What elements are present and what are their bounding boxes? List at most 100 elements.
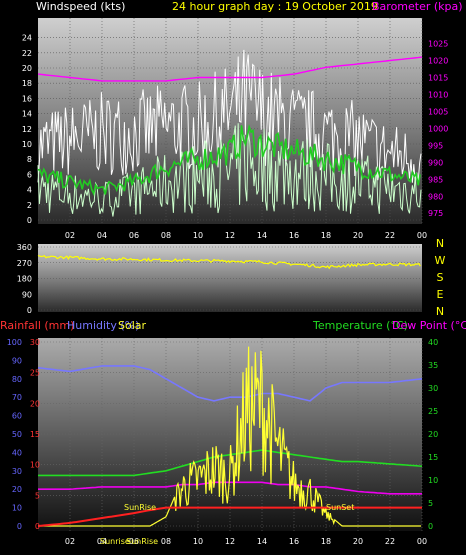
wind-lull-line — [37, 123, 422, 217]
wind-average-series — [37, 123, 421, 197]
wind-x-tick-0: 02 — [65, 231, 75, 240]
climate-x-tick-8: 18 — [321, 537, 331, 546]
humidity-y-tick-1: 10 — [12, 504, 22, 513]
wind-x-tick-2: 06 — [129, 231, 139, 240]
temperature-y-tick-5: 25 — [428, 407, 438, 416]
wind-y-tick-5: 10 — [22, 140, 32, 149]
rain-y-tick-0: 0 — [35, 522, 40, 531]
barometer-y-tick-6: 1005 — [428, 107, 448, 116]
humidity-y-tick-9: 90 — [12, 356, 22, 365]
humidity-y-tick-10: 100 — [7, 338, 22, 347]
barometer-y-tick-8: 1015 — [428, 74, 448, 83]
direction-series — [37, 254, 421, 270]
climate-x-ticks: 02 04 06 08 10 12 14 16 18 20 22 00 — [65, 537, 427, 546]
humidity-y-tick-7: 70 — [12, 393, 22, 402]
wind-x-tick-11: 00 — [417, 231, 427, 240]
temperature-y-tick-4: 20 — [428, 430, 438, 439]
rain-y-ticks: 0 5 10 15 20 25 30 — [30, 338, 40, 531]
rain-y-tick-5: 25 — [30, 369, 40, 378]
wind-x-tick-10: 22 — [385, 231, 395, 240]
humidity-y-tick-8: 80 — [12, 375, 22, 384]
wind-y-tick-7: 14 — [22, 110, 32, 119]
barometer-y-tick-4: 995 — [428, 141, 443, 150]
direction-y-tick-3: 270 — [17, 259, 32, 268]
barometer-axis-label: Barometer (kpa) — [372, 0, 463, 13]
temperature-y-tick-3: 15 — [428, 453, 438, 462]
wind-y-tick-9: 18 — [22, 79, 32, 88]
climate-x-tick-3: 08 — [161, 537, 171, 546]
temperature-y-tick-6: 30 — [428, 384, 438, 393]
humidity-y-ticks: 0 10 20 30 40 50 60 70 80 90 100 — [7, 338, 22, 531]
direction-y-tick-2: 180 — [17, 275, 32, 284]
climate-x-tick-10: 22 — [385, 537, 395, 546]
wind-gust-line — [37, 49, 422, 183]
direction-y-tick-4: 360 — [17, 243, 32, 252]
climate-series — [37, 346, 423, 527]
climate-panel: 0 10 20 30 40 50 60 70 80 90 100 0 5 10 15 20 25 30 0 5 10… — [7, 338, 438, 546]
compass-w-1: W — [435, 254, 446, 267]
wind-y-tick-12: 24 — [22, 34, 32, 43]
wind-x-tick-3: 08 — [161, 231, 171, 240]
humidity-y-tick-3: 30 — [12, 467, 22, 476]
temperature-y-tick-8: 40 — [428, 338, 438, 347]
rainfall-line — [37, 506, 422, 527]
dewpoint-axis-label: Dew Point (°C) — [392, 319, 466, 332]
wind-y-tick-10: 20 — [22, 64, 32, 73]
direction-y-ticks: 0 90 180 270 360 — [17, 243, 32, 315]
humidity-y-tick-5: 50 — [12, 430, 22, 439]
climate-x-tick-0: 02 — [65, 537, 75, 546]
humidity-y-tick-2: 20 — [12, 485, 22, 494]
wind-y-tick-0: 0 — [27, 216, 32, 225]
wind-y-tick-1: 2 — [27, 201, 32, 210]
wind-x-tick-9: 20 — [353, 231, 363, 240]
barometer-y-tick-10: 1025 — [428, 40, 448, 49]
barometer-line — [37, 56, 423, 82]
wind-x-tick-8: 18 — [321, 231, 331, 240]
rain-y-tick-2: 10 — [30, 461, 40, 470]
temperature-y-tick-0: 0 — [428, 522, 433, 531]
temperature-y-tick-1: 5 — [428, 499, 433, 508]
windspeed-axis-label: Windspeed (kts) — [36, 0, 125, 13]
solar-axis-label: Solar — [118, 319, 147, 332]
wind-lines — [37, 56, 423, 82]
rain-y-tick-1: 5 — [35, 491, 40, 500]
climate-x-tick-5: 12 — [225, 537, 235, 546]
direction-y-tick-1: 90 — [22, 290, 32, 299]
compass-n-0: N — [436, 237, 444, 250]
wind-direction-line — [37, 254, 421, 270]
wind-x-ticks: 02 04 06 08 10 12 14 16 18 20 22 00 — [65, 231, 427, 240]
wind-y-tick-4: 8 — [27, 155, 32, 164]
compass-s-2: S — [437, 271, 444, 284]
barometer-y-tick-3: 990 — [428, 158, 443, 167]
climate-x-tick-7: 16 — [289, 537, 299, 546]
sunrise-bottom-label-1: Sunrise — [100, 537, 130, 546]
climate-x-tick-1: 04 — [97, 537, 107, 546]
barometer-y-tick-9: 1020 — [428, 57, 448, 66]
direction-y-tick-0: 0 — [27, 306, 32, 315]
climate-x-tick-6: 14 — [257, 537, 267, 546]
humidity-line — [37, 365, 423, 402]
humidity-y-tick-6: 60 — [12, 412, 22, 421]
solar-line — [38, 346, 421, 527]
wind-x-tick-4: 10 — [193, 231, 203, 240]
wind-x-tick-7: 16 — [289, 231, 299, 240]
wind-y-tick-3: 6 — [27, 170, 32, 179]
wind-x-tick-6: 14 — [257, 231, 267, 240]
climate-x-tick-9: 20 — [353, 537, 363, 546]
wind-y-tick-11: 22 — [22, 49, 32, 58]
chart-title: 24 hour graph day : 19 October 2019 — [172, 0, 378, 13]
humidity-y-tick-0: 0 — [17, 522, 22, 531]
climate-x-tick-2: 06 — [129, 537, 139, 546]
barometer-y-tick-5: 1000 — [428, 124, 448, 133]
compass-n-4: N — [436, 305, 444, 318]
sunrise-bottom-label-2: SunRise — [126, 537, 158, 546]
barometer-y-ticks: 975 980 985 990 995 1000 1005 1010 1015 1020 1025 — [428, 40, 448, 219]
barometer-y-tick-7: 1010 — [428, 90, 448, 99]
wind-x-tick-5: 12 — [225, 231, 235, 240]
barometer-y-tick-2: 985 — [428, 175, 443, 184]
